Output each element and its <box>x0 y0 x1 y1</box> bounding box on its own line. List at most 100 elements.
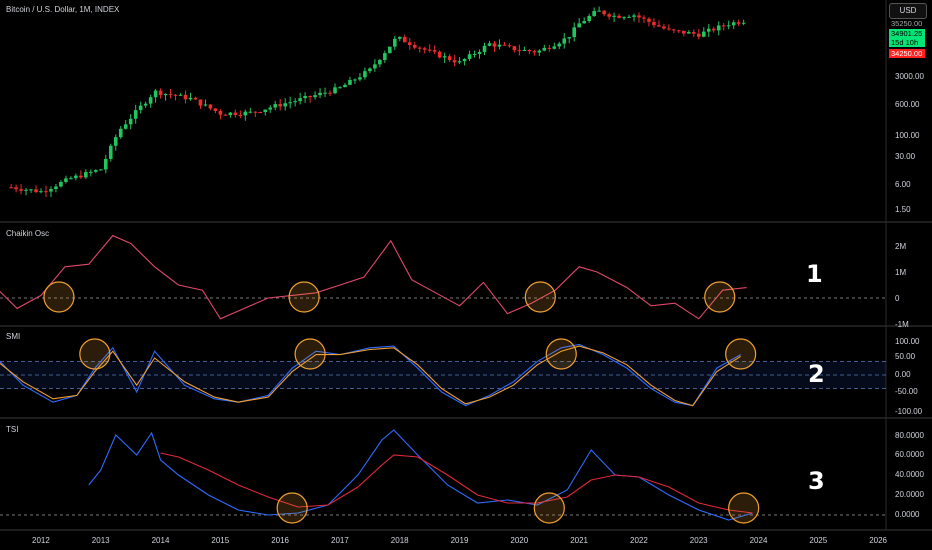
tsi-axis-label: 20.0000 <box>895 490 924 499</box>
candle-body <box>378 59 382 65</box>
candle-body <box>308 95 312 98</box>
smi-title: SMI <box>6 332 21 341</box>
candle-body <box>113 137 118 146</box>
chaikin-pane[interactable] <box>0 234 886 320</box>
candle-body <box>512 46 517 51</box>
time-axis-label: 2025 <box>809 536 828 545</box>
candle-body <box>647 18 651 22</box>
symbol-title: Bitcoin / U.S. Dollar, 1M, INDEX <box>6 5 120 14</box>
candle-body <box>527 49 532 52</box>
candle-body <box>318 92 322 96</box>
candle-body <box>278 104 282 107</box>
candle-body <box>447 56 452 61</box>
smi-axis-label: -50.00 <box>895 387 918 396</box>
candle-body <box>642 17 646 19</box>
time-axis-label: 2023 <box>689 536 708 545</box>
candle-body <box>29 189 33 191</box>
candle-body <box>338 87 342 89</box>
candle-body <box>14 187 18 190</box>
candle-body <box>193 97 198 100</box>
tsi-pane[interactable] <box>0 429 886 524</box>
candle-body <box>412 44 417 48</box>
candle-body <box>343 84 347 88</box>
price-pane[interactable] <box>9 6 746 198</box>
candle-body <box>373 64 377 69</box>
candle-body <box>99 169 103 171</box>
candle-body <box>652 21 656 26</box>
candle-body <box>422 48 427 50</box>
time-axis-label: 2020 <box>510 536 529 545</box>
main-axis-label: 3000.00 <box>895 72 924 81</box>
candle-body <box>692 32 696 34</box>
candle-body <box>442 56 447 58</box>
tsi-signal-line <box>160 452 753 514</box>
candle-body <box>592 11 596 16</box>
candle-body <box>59 181 63 187</box>
candle-body <box>557 43 562 47</box>
candle-body <box>602 10 606 15</box>
chaikin-axis-label: 0 <box>895 294 900 303</box>
candle-body <box>537 50 542 53</box>
candle-body <box>358 77 362 80</box>
candle-body <box>228 112 233 116</box>
pane-number-3: 3 <box>808 467 825 495</box>
price-tag-low: 34250.00 <box>889 49 925 58</box>
candle-body <box>467 54 472 60</box>
candle-body <box>393 38 397 47</box>
candle-body <box>94 170 98 172</box>
chaikin-line <box>0 234 747 320</box>
time-axis-label: 2013 <box>91 536 110 545</box>
candle-body <box>736 22 741 24</box>
candle-body <box>632 15 636 17</box>
candle-body <box>502 44 507 46</box>
candle-body <box>103 158 108 170</box>
chaikin-title: Chaikin Osc <box>6 229 50 238</box>
candle-body <box>69 178 73 180</box>
chaikin-axis-label: -1M <box>895 320 909 329</box>
candle-body <box>402 36 407 43</box>
candle-body <box>363 71 367 78</box>
candle-body <box>188 97 193 100</box>
candle-body <box>118 128 123 138</box>
time-axis-label: 2015 <box>211 536 230 545</box>
candle-body <box>577 23 581 28</box>
smi-axis-label: -100.00 <box>895 407 923 416</box>
candle-body <box>572 27 577 38</box>
time-axis-label: 2024 <box>749 536 768 545</box>
candle-body <box>178 94 183 96</box>
candle-body <box>721 25 726 27</box>
candle-body <box>542 47 547 51</box>
candle-body <box>123 124 128 129</box>
candle-body <box>462 59 467 62</box>
candle-body <box>273 104 278 108</box>
highlight-circle <box>524 281 556 313</box>
candle-body <box>667 28 671 30</box>
smi-axis-label: 0.00 <box>895 370 911 379</box>
candle-body <box>368 68 372 72</box>
candle-body <box>457 61 462 63</box>
highlight-circle <box>725 338 757 370</box>
time-axis-label: 2021 <box>570 536 588 545</box>
highlight-circle <box>288 281 320 313</box>
smi-pane[interactable] <box>0 338 886 407</box>
candle-body <box>417 47 422 49</box>
smi-axis-label: 50.00 <box>895 352 916 361</box>
tsi-axis-label: 0.0000 <box>895 510 920 519</box>
candle-body <box>731 22 736 26</box>
candle-body <box>84 172 88 178</box>
candle-body <box>706 28 711 32</box>
candle-body <box>487 43 492 46</box>
candle-body <box>687 32 691 34</box>
candle-body <box>133 110 138 119</box>
candle-body <box>19 189 23 191</box>
candle-body <box>517 50 522 52</box>
candle-body <box>507 45 512 47</box>
candle-body <box>398 36 402 39</box>
candle-body <box>128 118 133 125</box>
tsi-axis-label: 80.0000 <box>895 431 924 440</box>
currency-button[interactable]: USD <box>889 3 927 19</box>
time-axis-label: 2016 <box>271 536 289 545</box>
candle-body <box>452 60 457 63</box>
candle-body <box>617 15 621 18</box>
